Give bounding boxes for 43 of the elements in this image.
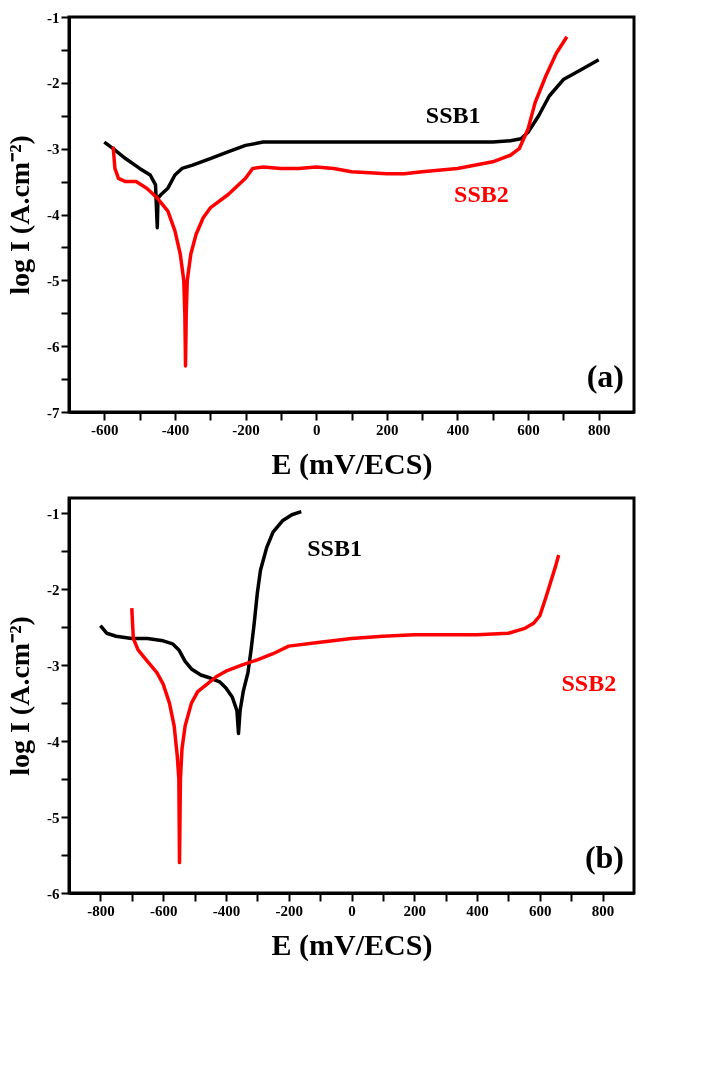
x-tick-label: 600 [529, 902, 552, 919]
y-tick-label: -6 [47, 338, 60, 355]
y-tick-label: -4 [47, 733, 60, 750]
x-tick-label: 800 [591, 902, 615, 919]
x-tick-label: 200 [376, 421, 399, 438]
y-tick-label: -3 [47, 141, 60, 158]
y-tick-label: -1 [47, 505, 60, 522]
x-tick-label: 0 [312, 421, 321, 438]
y-tick-label: -5 [47, 809, 60, 826]
x-tick-label: -600 [91, 421, 119, 438]
x-tick-label: 800 [587, 421, 611, 438]
x-tick-label: -200 [275, 902, 303, 919]
y-axis-title: log I (A.cm⁻²) [4, 616, 35, 776]
x-tick-label: -800 [87, 902, 115, 919]
y-tick-label: -1 [47, 9, 60, 26]
y-tick-label: -3 [47, 657, 60, 674]
text: SSB2 [561, 669, 617, 696]
series-label: SSB1 [425, 101, 481, 128]
x-tick-label: 400 [446, 421, 470, 438]
x-axis-title: E (mV/ECS) [271, 446, 433, 481]
y-tick-label: -2 [47, 581, 60, 598]
y-tick-label: -7 [47, 404, 60, 421]
x-tick-label: -400 [161, 421, 190, 438]
x-tick-label: 200 [403, 902, 427, 919]
y-tick-label: -5 [47, 272, 60, 289]
annotation: (b) [584, 839, 624, 875]
line-series [98, 509, 304, 736]
line-series [111, 35, 569, 368]
x-tick-label: 0 [348, 902, 356, 919]
y-axis-title: log I (A.cm⁻²) [4, 135, 35, 295]
x-tick-label: 400 [466, 902, 489, 919]
series-label: SSB2 [454, 180, 509, 207]
x-axis-title: E (mV/ECS) [271, 927, 433, 962]
x-tick-label: 600 [517, 421, 540, 438]
annotation: (a) [586, 358, 624, 394]
y-tick-label: -6 [47, 885, 60, 902]
x-tick-label: -600 [149, 902, 178, 919]
x-tick-label: -200 [232, 421, 260, 438]
y-tick-label: -2 [47, 75, 60, 92]
line-series [102, 58, 601, 230]
series-label: SSB1 [307, 535, 362, 562]
y-tick-label: -4 [47, 207, 60, 223]
x-tick-label: -400 [212, 902, 241, 919]
